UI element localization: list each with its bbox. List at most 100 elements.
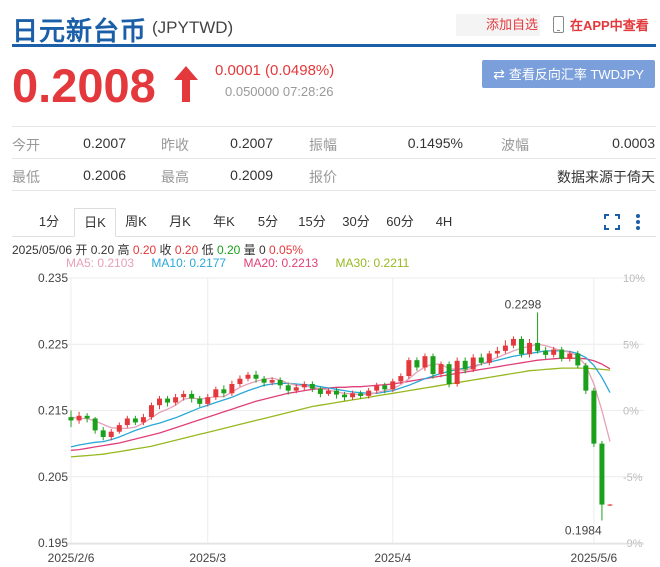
stats-row: 最低 0.2006 最高 0.2009 报价 数据来源于倚天 — [12, 159, 656, 191]
candle-body — [382, 385, 388, 390]
add-favorite-label: 添加自选 — [485, 17, 538, 32]
candle-body — [124, 418, 130, 426]
pct-tick-label: -5% — [623, 472, 643, 484]
stat-value: 0.1495% — [407, 135, 463, 151]
y-tick-label: 0.215 — [38, 404, 68, 418]
stat-label: 振幅 — [309, 137, 337, 153]
candle-body — [245, 374, 251, 379]
candle-body — [197, 398, 203, 404]
open-label: 开 — [75, 243, 88, 257]
y-tick-label: 0.235 — [38, 271, 68, 285]
candle-body — [607, 504, 613, 506]
tab-4h[interactable]: 4H — [435, 214, 453, 229]
page-title: 日元新台币 — [12, 16, 148, 46]
add-favorite-button[interactable]: 添加自选 — [456, 14, 540, 36]
ma20-line — [70, 357, 611, 451]
candle-body — [116, 425, 122, 432]
data-source-note: 数据来源于倚天 — [557, 169, 655, 185]
x-tick-label: 2025/5/6 — [571, 551, 618, 565]
volume-label: 量 — [243, 243, 256, 257]
tab-30min[interactable]: 30分 — [342, 214, 370, 229]
ma5-line — [70, 343, 611, 442]
more-vertical-icon[interactable] — [634, 212, 642, 232]
open-in-app-link[interactable]: 在APP中查看 — [553, 15, 649, 37]
phone-icon — [553, 16, 564, 33]
reverse-rate-label: 查看反向汇率 TWDJPY — [508, 67, 644, 82]
candle-body — [108, 431, 114, 437]
tab-daily[interactable]: 日K — [74, 208, 116, 237]
page-header: 日元新台币 (JPYTWD) 添加自选 在APP中查看 — [0, 0, 660, 48]
tab-monthly[interactable]: 月K — [169, 214, 191, 229]
pct-tick-label: 10% — [623, 273, 645, 285]
pct-tick-label: 5% — [623, 339, 639, 351]
candle-body — [309, 384, 315, 389]
candle-body — [374, 385, 380, 391]
candle-body — [535, 342, 541, 351]
candle-body — [68, 417, 74, 421]
ma-legend: MA5: 0.2103 MA10: 0.2177 MA20: 0.2213 MA… — [66, 256, 423, 270]
change-value: 0.05% — [269, 243, 304, 257]
candle-body — [342, 394, 348, 398]
close-value: 0.20 — [174, 243, 199, 257]
candle-body — [462, 360, 468, 370]
candle-body — [567, 353, 573, 359]
x-tick-label: 2025/3 — [189, 551, 226, 565]
stat-value: 0.2007 — [83, 135, 126, 151]
candle-body — [366, 390, 372, 396]
fullscreen-icon[interactable] — [604, 214, 620, 230]
candle-body — [350, 393, 356, 398]
candle-body — [430, 356, 436, 375]
candle-body — [84, 415, 90, 419]
tab-1min[interactable]: 1分 — [38, 214, 60, 229]
header-divider — [12, 44, 656, 47]
candle-body — [438, 364, 444, 375]
stats-table: 今开 0.2007 昨收 0.2007 振幅 0.1495% 波幅 0.0003… — [12, 126, 656, 191]
candle-body — [470, 357, 476, 370]
up-arrow-icon — [174, 66, 198, 102]
candle-body — [261, 378, 267, 383]
stat-label: 最低 — [12, 169, 40, 185]
ma30-label: MA30: 0.2211 — [335, 256, 410, 270]
open-value: 0.20 — [90, 243, 115, 257]
stats-row: 今开 0.2007 昨收 0.2007 振幅 0.1495% 波幅 0.0003 — [12, 126, 656, 159]
tab-15min[interactable]: 15分 — [298, 214, 326, 229]
stat-value: 0.0003 — [612, 135, 655, 151]
candle-body — [551, 349, 557, 355]
candle-body — [406, 360, 412, 377]
candle-body — [325, 390, 331, 394]
candle-body — [599, 443, 605, 505]
price-subline: 0.050000 07:28:26 — [225, 84, 334, 99]
tab-5min[interactable]: 5分 — [257, 214, 279, 229]
x-tick-label: 2025/2/6 — [48, 551, 95, 565]
volume-value: 0 — [259, 243, 266, 257]
candle-body — [446, 364, 452, 384]
candle-body — [189, 393, 195, 399]
candle-body — [422, 356, 428, 368]
ma30-line — [70, 367, 611, 458]
candlestick-chart[interactable]: 0.2350.2250.2150.2050.19510%5%0%-5%-9%0.… — [12, 270, 656, 567]
ohlc-info: 2025/05/06 开 0.20 高 0.20 收 0.20 低 0.20 量… — [12, 241, 303, 258]
stat-label: 报价 — [309, 169, 337, 185]
high-label: 高 — [117, 243, 130, 257]
ma5-label: MA5: 0.2103 — [66, 256, 135, 270]
candle-body — [390, 381, 396, 390]
max-price-label: 0.2298 — [505, 297, 542, 311]
ma20-label: MA20: 0.2213 — [243, 256, 319, 270]
tab-60min[interactable]: 60分 — [386, 214, 414, 229]
tab-yearly[interactable]: 年K — [213, 214, 235, 229]
chart-period-tabs: 1分 日K 周K 月K 年K 5分 15分 30分 60分 4H — [12, 208, 656, 237]
tab-weekly[interactable]: 周K — [125, 214, 147, 229]
pct-tick-label: 0% — [623, 406, 639, 418]
swap-icon: ⇄ — [493, 66, 505, 82]
stat-label: 波幅 — [501, 137, 529, 153]
candle-body — [181, 393, 187, 398]
candle-body — [518, 338, 524, 355]
candle-body — [398, 376, 404, 382]
candle-body — [575, 353, 581, 366]
symbol-code: (JPYTWD) — [152, 18, 234, 37]
ma10-line — [70, 350, 611, 448]
candle-body — [148, 405, 154, 418]
reverse-rate-button[interactable]: ⇄ 查看反向汇率 TWDJPY — [482, 60, 655, 88]
close-label: 收 — [159, 243, 172, 257]
y-tick-label: 0.225 — [38, 337, 68, 351]
